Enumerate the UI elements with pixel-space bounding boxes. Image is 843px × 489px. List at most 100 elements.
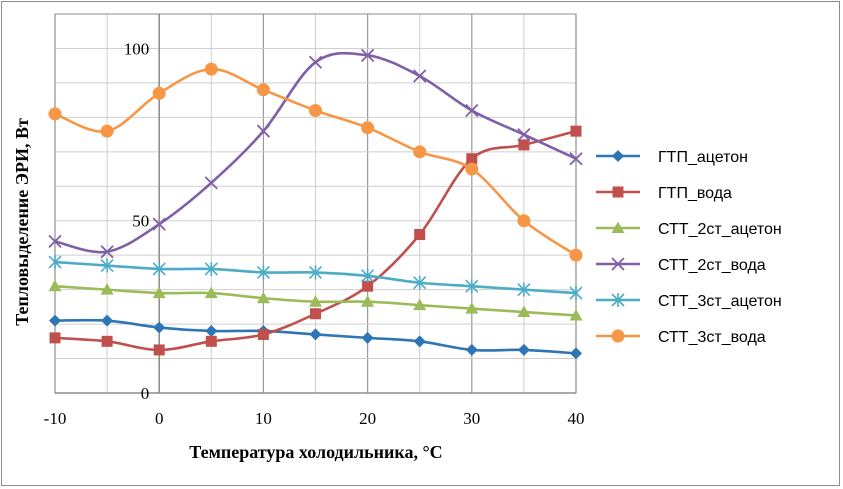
data-point <box>204 261 218 276</box>
data-point <box>256 291 270 304</box>
data-point <box>48 255 62 270</box>
legend-label: ГТП_вода <box>658 185 732 202</box>
data-point <box>361 268 375 283</box>
data-point <box>413 335 426 348</box>
data-point <box>309 328 322 341</box>
series-1 <box>49 314 582 360</box>
legend-item: ГТП_ацетон <box>596 149 748 166</box>
series-2 <box>49 125 582 356</box>
data-point <box>465 279 479 294</box>
data-point <box>100 283 114 295</box>
y-tick-label: 50 <box>132 212 149 231</box>
data-point <box>517 343 530 356</box>
data-point <box>152 217 166 231</box>
data-point <box>48 234 62 249</box>
data-point <box>361 331 374 344</box>
legend-label: СТТ_2ст_вода <box>658 257 766 274</box>
data-point <box>309 103 322 117</box>
data-point <box>49 314 61 327</box>
data-point <box>100 258 114 273</box>
data-point <box>101 314 114 327</box>
data-point <box>152 261 166 276</box>
data-point <box>414 229 426 241</box>
series-6 <box>48 62 583 262</box>
data-point <box>517 282 531 297</box>
data-point <box>153 344 165 356</box>
data-point <box>413 145 427 159</box>
data-point <box>48 107 62 121</box>
data-point <box>569 308 583 321</box>
data-point <box>413 275 427 290</box>
data-point <box>205 324 218 337</box>
legend-marker <box>612 150 624 162</box>
x-tick-label: 10 <box>255 409 272 428</box>
legend-label: СТТ_3ст_вода <box>658 329 766 346</box>
data-point <box>100 124 114 138</box>
data-point <box>205 335 217 347</box>
data-point <box>204 286 218 299</box>
data-point <box>362 280 374 292</box>
data-point <box>308 265 323 280</box>
x-tick-label: -10 <box>44 409 67 428</box>
legend: ГТП_ацетон ГТП_вода СТТ_2ст_ацетон СТТ_2ст_… <box>596 149 782 346</box>
y-axis-title: Тепловыделение ЭРИ, Вт <box>12 118 32 326</box>
data-point <box>310 308 321 320</box>
y-tick-label: 100 <box>124 39 150 58</box>
data-point <box>100 245 114 259</box>
x-tick-label: 0 <box>155 409 164 428</box>
data-point <box>465 343 478 356</box>
legend-marker <box>611 329 625 343</box>
y-tick-label: 0 <box>141 384 150 403</box>
data-point <box>517 305 531 318</box>
data-point <box>517 214 531 228</box>
legend-item: СТТ_3ст_вода <box>596 329 766 346</box>
legend-label: СТТ_2ст_ацетон <box>658 221 782 238</box>
x-tick-label: 20 <box>359 409 376 428</box>
legend-item: ГТП_вода <box>596 185 732 202</box>
data-point <box>360 48 375 62</box>
data-point <box>517 127 531 142</box>
data-point <box>257 328 269 340</box>
x-tick-label: 40 <box>568 409 585 428</box>
legend-item: СТТ_2ст_вода <box>596 257 766 274</box>
tick-labels: -10 0 10 20 30 40 0 50 100 <box>44 39 585 428</box>
data-point <box>256 265 270 280</box>
data-point <box>101 335 113 347</box>
data-point <box>570 125 582 137</box>
legend-label: ГТП_ацетон <box>658 149 748 166</box>
data-point <box>465 162 479 176</box>
legend-item: СТТ_3ст_ацетон <box>596 293 782 310</box>
data-point <box>49 332 61 344</box>
legend-marker <box>611 221 625 233</box>
data-point <box>465 103 479 118</box>
series-5 <box>48 255 583 301</box>
legend-item: СТТ_2ст_ацетон <box>596 221 782 238</box>
data-point <box>361 295 375 307</box>
data-point <box>153 321 166 334</box>
legend-marker <box>612 186 624 198</box>
legend-marker <box>611 293 625 307</box>
data-point <box>413 69 427 83</box>
data-point <box>256 124 271 138</box>
data-point <box>152 86 166 100</box>
data-point <box>569 248 583 262</box>
data-point <box>569 152 583 166</box>
data-point <box>413 298 427 311</box>
legend-marker <box>611 257 625 271</box>
data-point <box>204 176 218 190</box>
data-point <box>308 55 323 69</box>
data-point <box>361 121 375 135</box>
data-point <box>309 295 322 307</box>
data-point <box>570 347 582 360</box>
data-point <box>204 62 218 76</box>
series-3 <box>48 279 583 321</box>
x-tick-label: 30 <box>463 409 480 428</box>
series-lines <box>48 48 583 360</box>
data-point <box>466 153 478 165</box>
x-axis-title: Температура холодильника, °С <box>189 442 442 462</box>
data-point <box>518 139 530 151</box>
legend-label: СТТ_3ст_ацетон <box>658 293 782 310</box>
data-point <box>465 302 479 314</box>
